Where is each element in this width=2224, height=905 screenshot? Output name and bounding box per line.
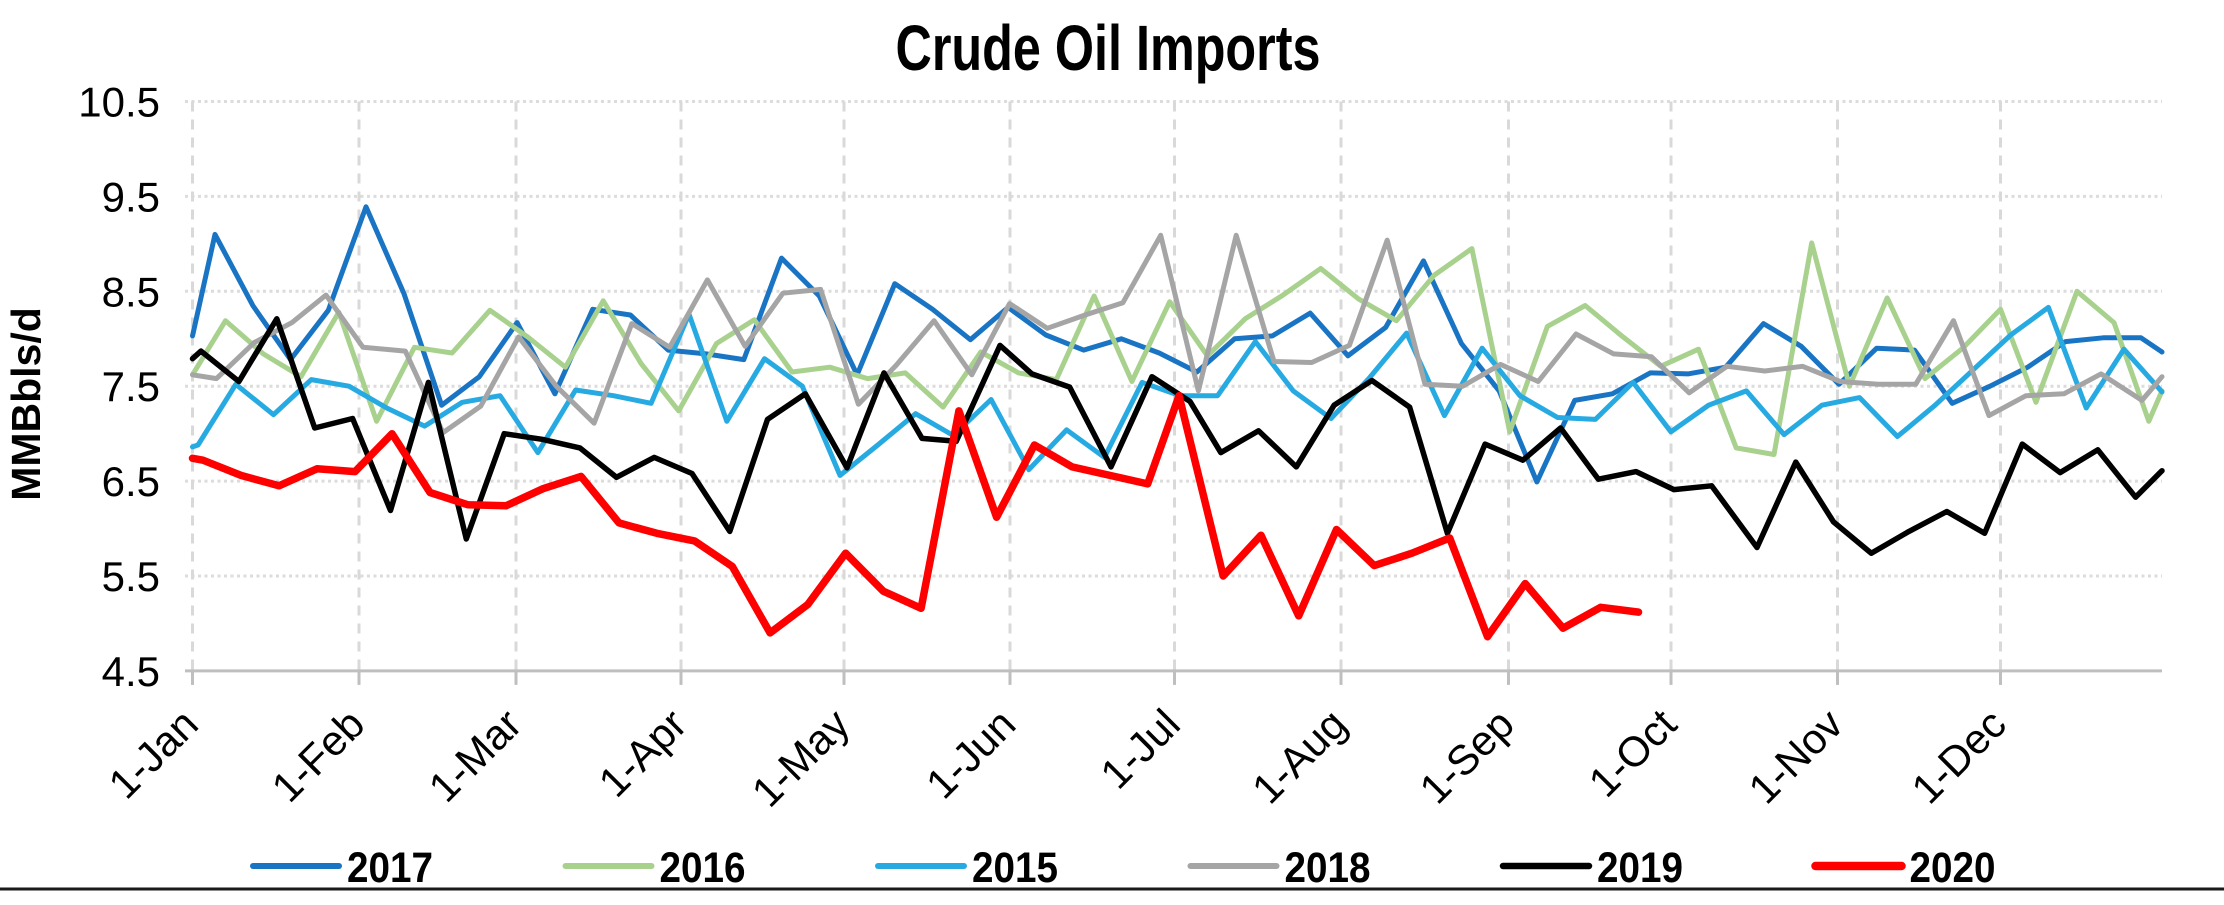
svg-text:Crude Oil Imports: Crude Oil Imports — [896, 12, 1321, 84]
svg-text:MMBbls/d: MMBbls/d — [3, 307, 49, 501]
svg-text:8.5: 8.5 — [102, 268, 160, 315]
svg-text:2020: 2020 — [1910, 844, 1996, 892]
svg-text:2016: 2016 — [660, 844, 746, 892]
svg-text:4.5: 4.5 — [102, 648, 160, 695]
svg-text:9.5: 9.5 — [102, 173, 160, 220]
svg-text:7.5: 7.5 — [102, 363, 160, 410]
svg-text:2017: 2017 — [347, 844, 433, 892]
svg-text:2015: 2015 — [972, 844, 1058, 892]
svg-text:10.5: 10.5 — [78, 79, 160, 126]
svg-text:5.5: 5.5 — [102, 553, 160, 600]
svg-text:6.5: 6.5 — [102, 458, 160, 505]
svg-text:2018: 2018 — [1285, 844, 1371, 892]
svg-text:2019: 2019 — [1597, 844, 1683, 892]
